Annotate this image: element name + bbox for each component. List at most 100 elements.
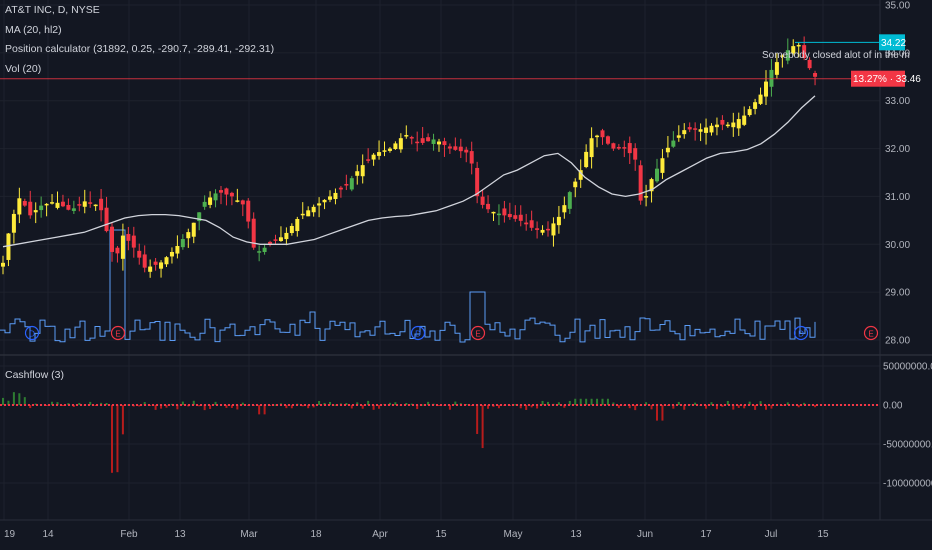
candle-body bbox=[28, 201, 33, 216]
candle-body bbox=[77, 204, 82, 206]
candle bbox=[507, 202, 512, 220]
x-tick-label: 18 bbox=[310, 529, 322, 540]
candle bbox=[753, 98, 758, 115]
event-circle bbox=[470, 325, 486, 341]
cashflow-bar bbox=[334, 404, 337, 406]
candle-body bbox=[295, 219, 300, 232]
candle bbox=[186, 228, 191, 248]
candle bbox=[344, 174, 349, 191]
candle bbox=[77, 196, 82, 212]
candle-body bbox=[458, 146, 463, 152]
candle bbox=[126, 226, 131, 251]
symbol-title[interactable]: AT&T INC, D, NYSE bbox=[5, 4, 100, 16]
cashflow-bar bbox=[715, 405, 718, 410]
vol-legend[interactable]: Vol (20) bbox=[5, 62, 42, 75]
cashflow-bar bbox=[23, 397, 26, 405]
candle bbox=[104, 196, 109, 233]
candle bbox=[11, 209, 16, 244]
candle bbox=[616, 143, 621, 151]
cashflow-bar bbox=[149, 405, 152, 406]
cashflow-bar bbox=[438, 405, 440, 406]
candle-body bbox=[11, 213, 16, 233]
candle-body bbox=[164, 257, 169, 265]
cashflow-bar bbox=[557, 402, 560, 405]
candle-body bbox=[202, 201, 207, 207]
cashflow-histogram bbox=[0, 392, 880, 473]
candle-body bbox=[464, 149, 469, 153]
candle bbox=[453, 137, 458, 151]
candle-body bbox=[349, 178, 354, 190]
cashflow-bar bbox=[628, 405, 631, 409]
y-tick-label: 35.00 bbox=[885, 1, 910, 12]
candle bbox=[355, 164, 360, 185]
candle-body bbox=[131, 235, 136, 248]
candle-body bbox=[573, 181, 578, 188]
candle-body bbox=[611, 143, 616, 149]
cashflow-bar bbox=[601, 398, 604, 405]
candle bbox=[736, 112, 741, 136]
cashflow-bar bbox=[12, 392, 15, 405]
candle bbox=[159, 260, 164, 278]
candle-body bbox=[627, 143, 632, 154]
cashflow-bar bbox=[263, 405, 266, 415]
position-calc-legend[interactable]: Position calculator (31892, 0.25, -290.7… bbox=[5, 43, 275, 55]
candle bbox=[235, 188, 240, 203]
candle-body bbox=[366, 159, 371, 161]
cashflow-legend[interactable]: Cashflow (3) bbox=[5, 369, 64, 381]
candle bbox=[240, 199, 245, 217]
cashflow-bar bbox=[748, 401, 751, 405]
candle-body bbox=[317, 203, 322, 206]
x-tick-label: 17 bbox=[700, 529, 712, 540]
candle bbox=[600, 128, 605, 145]
cashflow-bar bbox=[2, 397, 4, 405]
candle bbox=[535, 221, 540, 239]
cashflow-bar bbox=[378, 405, 381, 409]
candle bbox=[611, 142, 616, 151]
cashflow-bar bbox=[154, 405, 157, 410]
event-marker: E bbox=[470, 325, 486, 341]
candle-body bbox=[360, 165, 365, 177]
candle bbox=[120, 223, 125, 271]
candle bbox=[622, 140, 627, 158]
candle-body bbox=[240, 200, 245, 205]
cashflow-bar bbox=[454, 401, 457, 405]
candle-body bbox=[224, 188, 229, 195]
cashflow-bar bbox=[329, 401, 331, 405]
x-tick-label: Jun bbox=[637, 529, 653, 540]
cashflow-bar bbox=[100, 402, 103, 405]
candle-body bbox=[567, 192, 572, 209]
cashflow-bar bbox=[726, 401, 729, 405]
cashflow-bar bbox=[732, 405, 735, 410]
cashflow-bar bbox=[666, 405, 669, 406]
volume-series bbox=[0, 229, 816, 343]
candle bbox=[556, 205, 561, 234]
candle bbox=[71, 200, 76, 214]
cashflow-bar bbox=[94, 405, 97, 406]
candle bbox=[709, 123, 714, 136]
candle-body bbox=[273, 239, 278, 241]
candle-body bbox=[551, 223, 556, 236]
candle-body bbox=[338, 187, 343, 190]
cashflow-bar bbox=[530, 405, 533, 408]
candle bbox=[273, 234, 278, 244]
cashflow-bar bbox=[786, 402, 789, 405]
candle-body bbox=[807, 59, 812, 69]
candle bbox=[627, 136, 632, 165]
cashflow-bar bbox=[61, 405, 64, 406]
ma-legend[interactable]: MA (20, hl2) bbox=[5, 23, 62, 36]
candle-body bbox=[655, 168, 659, 182]
candle bbox=[502, 200, 507, 223]
cashflow-bar bbox=[514, 404, 517, 406]
lower-price-label: 13.27% · 33.46 bbox=[853, 74, 921, 85]
cashflow-bar bbox=[372, 405, 375, 410]
y-tick-label: 29.00 bbox=[885, 288, 910, 299]
candle bbox=[431, 133, 436, 151]
candle bbox=[39, 196, 44, 218]
cashflow-bar bbox=[78, 402, 81, 405]
upper-price-tag bbox=[879, 34, 905, 51]
candle bbox=[180, 234, 185, 250]
candle-body bbox=[344, 184, 349, 186]
candle bbox=[148, 259, 153, 278]
